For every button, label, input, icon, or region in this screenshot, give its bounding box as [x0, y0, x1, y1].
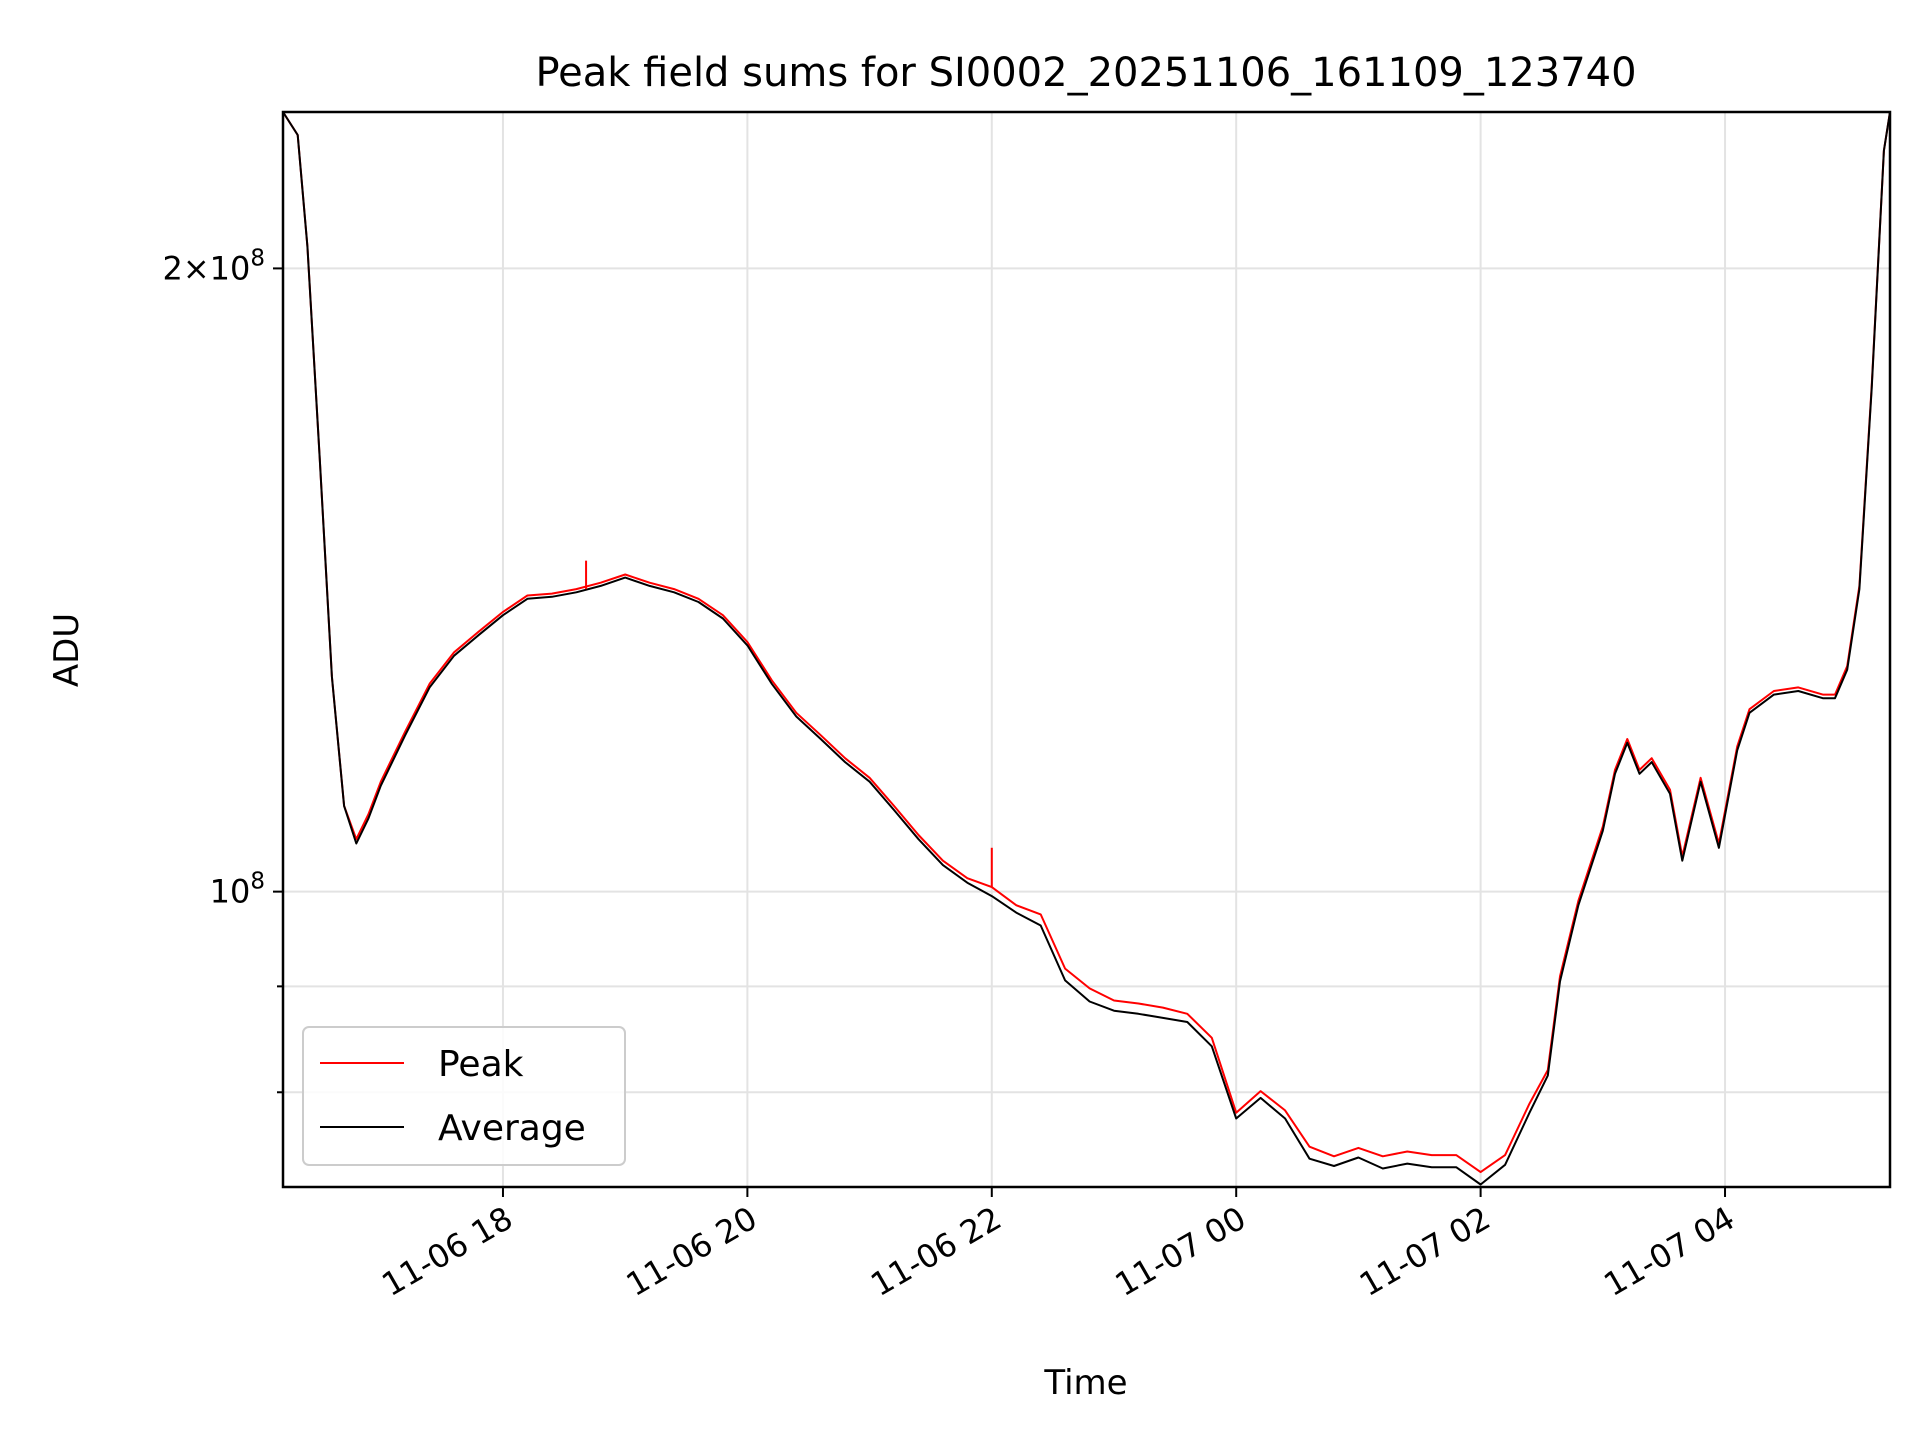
y-axis-ticks: 108 2×108 [162, 245, 283, 1094]
legend-label-average: Average [438, 1108, 586, 1149]
x-axis-label: Time [1043, 1363, 1127, 1403]
series-line-average [282, 111, 1891, 1186]
y-tick-label: 108 [210, 869, 265, 911]
legend-label-peak: Peak [438, 1044, 524, 1085]
y-tick-label: 2×108 [162, 245, 265, 287]
legend-box [302, 1026, 626, 1166]
plot-frame [281, 110, 1892, 1189]
legend: Peak Average [302, 1026, 626, 1166]
plot-series [282, 111, 1891, 1186]
chart-title: Peak field sums for SI0002_20251106_1611… [535, 50, 1636, 96]
y-axis-label: ADU [47, 613, 87, 687]
